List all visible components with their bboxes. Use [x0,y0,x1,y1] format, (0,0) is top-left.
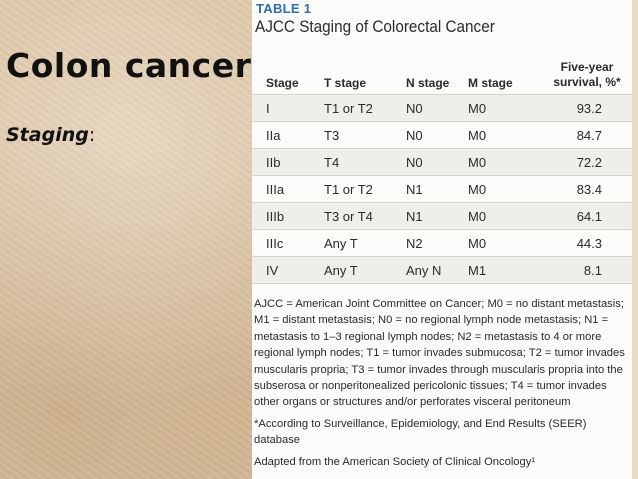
table-header-row: Stage T stage N stage M stage Five-year s… [252,48,636,95]
subtitle-colon: : [88,124,96,146]
cell-t-stage: T3 or T4 [324,202,406,230]
cell-survival: 84.7 [538,121,636,149]
cell-n-stage: N2 [406,229,468,257]
cell-m-stage: M1 [468,256,538,284]
cell-t-stage: Any T [324,229,406,257]
slide-edge-strip [632,0,638,479]
footnote-abbreviations: AJCC = American Joint Committee on Cance… [254,298,625,409]
cell-survival: 8.1 [538,256,636,284]
staging-table-panel: TABLE 1 AJCC Staging of Colorectal Cance… [252,0,636,479]
cell-t-stage: T1 or T2 [324,94,406,122]
table-footnotes: AJCC = American Joint Committee on Cance… [254,296,632,470]
cell-stage: IIa [252,121,324,149]
header-survival-line2: survival, %* [553,75,621,89]
footnote-seer: *According to Surveillance, Epidemiology… [254,417,587,447]
cell-stage: IIIc [252,229,324,257]
table-row: IIIc Any T N2 M0 44.3 [252,229,636,257]
cell-n-stage: N0 [406,148,468,176]
cell-stage: IIb [252,148,324,176]
footnote-source: Adapted from the American Society of Cli… [254,455,536,468]
header-t-stage: T stage [324,48,406,95]
table-row: IIIa T1 or T2 N1 M0 83.4 [252,175,636,203]
cell-m-stage: M0 [468,148,538,176]
cell-survival: 83.4 [538,175,636,203]
staging-table: Stage T stage N stage M stage Five-year s… [252,48,636,284]
table-title: AJCC Staging of Colorectal Cancer [255,17,495,36]
cell-t-stage: T1 or T2 [324,175,406,203]
cell-m-stage: M0 [468,175,538,203]
header-n-stage: N stage [406,48,468,95]
table-label: TABLE 1 [256,1,312,16]
cell-stage: IIIb [252,202,324,230]
cell-survival: 64.1 [538,202,636,230]
cell-survival: 72.2 [538,148,636,176]
table-row: IIIb T3 or T4 N1 M0 64.1 [252,202,636,230]
cell-survival: 93.2 [538,94,636,122]
header-survival: Five-year survival, %* [538,48,636,95]
cell-stage: I [252,94,324,122]
cell-stage: IIIa [252,175,324,203]
cell-m-stage: M0 [468,229,538,257]
table-row: I T1 or T2 N0 M0 93.2 [252,94,636,122]
cell-n-stage: Any N [406,256,468,284]
cell-survival: 44.3 [538,229,636,257]
subtitle-text: Staging [6,124,89,146]
table-row: IIa T3 N0 M0 84.7 [252,121,636,149]
slide-subtitle: Staging: [6,124,95,146]
cell-m-stage: M0 [468,202,538,230]
cell-t-stage: T4 [324,148,406,176]
cell-n-stage: N1 [406,202,468,230]
table-row: IV Any T Any N M1 8.1 [252,256,636,284]
cell-t-stage: T3 [324,121,406,149]
header-survival-line1: Five-year [560,60,614,74]
cell-stage: IV [252,256,324,284]
cell-n-stage: N0 [406,121,468,149]
cell-m-stage: M0 [468,94,538,122]
cell-m-stage: M0 [468,121,538,149]
cell-n-stage: N0 [406,94,468,122]
header-m-stage: M stage [468,48,538,95]
table-row: IIb T4 N0 M0 72.2 [252,148,636,176]
cell-t-stage: Any T [324,256,406,284]
cell-n-stage: N1 [406,175,468,203]
header-stage: Stage [252,48,324,95]
slide-title: Colon cancer [6,46,252,85]
